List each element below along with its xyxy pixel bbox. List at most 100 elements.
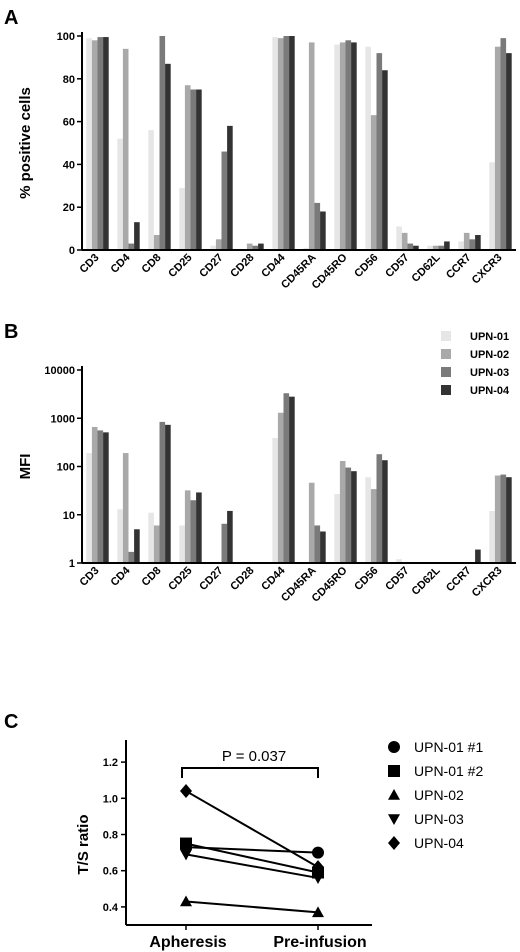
bar-a-CD3-UPN-04 [103,37,109,250]
category-label-CXCR3: CXCR3 [470,565,505,600]
legend-label-UPN-02: UPN-02 [414,787,464,803]
bar-b-CD45RA-UPN-04 [320,531,326,563]
point-UPN-04-Pre-infusion [312,860,324,875]
bar-b-CD3-UPN-01 [86,453,92,563]
point-UPN-03-Pre-infusion [312,873,324,884]
bar-b-CD56-UPN-02 [370,489,377,563]
legend-marker-UPN-04 [388,836,400,850]
bar-a-CD27-UPN-02 [215,239,222,250]
significance-bracket [181,767,319,778]
category-label-CD56: CD56 [352,252,380,280]
point-UPN-01 #2-Apheresis [180,837,192,850]
point-UPN-03-Apheresis [180,849,192,861]
legend-label-UPN-01 #2: UPN-01 #2 [414,763,483,779]
legend-marker-UPN-01 #2 [388,765,400,777]
category-label-CD8: CD8 [140,565,164,589]
bar-a-CD45RO-UPN-04 [351,42,357,250]
bar-b-CD3-UPN-02 [91,426,98,563]
y-tick-label-a-0: 0 [69,245,75,257]
legend-swatch-UPN-03 [441,367,451,377]
bar-a-CD45RA-UPN-01 [303,247,309,250]
bar-a-CXCR3-UPN-04 [506,53,512,251]
x-tick-label-Apheresis: Apheresis [149,934,226,951]
category-label-CD25: CD25 [166,565,194,593]
y-tick-label-b-1000: 1000 [51,413,75,425]
bar-a-CD56-UPN-01 [365,46,371,251]
legend-label-UPN-04: UPN-04 [414,835,464,851]
y-axis-label-b: MFI [17,454,34,480]
bar-a-CD28-UPN-04 [258,243,264,250]
bar-a-CXCR3-UPN-01 [489,162,495,250]
chart-c: 0.4 0.6 0.8 1.0 1.2 Apheresis Pre-infusion T/S … [75,739,483,951]
bar-b-CD44-UPN-03 [283,393,290,563]
bar-a-CD4-UPN-03 [128,243,135,250]
bar-b-CD25-UPN-04 [196,492,202,563]
bar-b-CD45RA-UPN-03 [314,525,321,563]
bar-a-CD28-UPN-02 [246,243,253,250]
category-label-CD8: CD8 [140,252,164,276]
bar-a-CD4-UPN-01 [117,138,123,250]
panel-label-c: C [4,711,18,733]
y-tick-label-c-1.2: 1.2 [103,757,118,769]
category-label-CD4: CD4 [109,564,134,589]
bar-b-CD25-UPN-01 [179,525,185,563]
bar-a-CD8-UPN-01 [148,130,154,250]
y-tick-label-c-0.4: 0.4 [103,902,119,914]
bar-b-CD45RO-UPN-02 [339,461,346,563]
bar-a-CD4-UPN-02 [122,48,129,251]
bar-b-CD45RO-UPN-03 [345,467,352,563]
bar-a-CD62L-UPN-01 [427,245,433,250]
bar-b-CD25-UPN-03 [190,500,197,563]
bar-a-CD57-UPN-03 [407,243,414,250]
category-label-CD57: CD57 [383,252,411,280]
legend-marker-UPN-02 [388,789,400,800]
bar-a-CD57-UPN-04 [413,245,419,250]
bar-b-CD56-UPN-04 [382,460,388,563]
bar-b-CD3-UPN-04 [103,432,109,563]
bar-b-CXCR3-UPN-04 [506,477,512,563]
category-label-CD62L: CD62L [409,251,442,284]
legend-marker-UPN-01 #1 [388,741,400,753]
category-label-CCR7: CCR7 [444,565,474,595]
bar-a-CD3-UPN-01 [86,38,92,250]
bar-b-CD8-UPN-04 [165,424,171,563]
y-axis-label-a: % positive cells [17,87,34,199]
bar-a-CCR7-UPN-01 [458,241,464,250]
bar-a-CXCR3-UPN-02 [494,46,501,251]
bar-a-CD62L-UPN-03 [438,245,445,250]
category-label-CXCR3: CXCR3 [470,252,505,287]
bar-a-CD27-UPN-01 [210,245,216,250]
legend-label-UPN-03: UPN-03 [470,367,509,379]
y-axis-label-c: T/S ratio [75,814,92,874]
bar-b-CD45RO-UPN-04 [351,471,357,563]
bar-a-CD56-UPN-03 [376,53,383,251]
legend-swatch-UPN-04 [441,385,451,395]
bar-b-CD56-UPN-01 [365,477,371,563]
category-label-CD62L: CD62L [409,564,442,597]
bar-a-CD3-UPN-02 [91,40,98,250]
bar-b-CD4-UPN-04 [134,529,140,563]
bar-a-CCR7-UPN-04 [475,235,481,250]
bar-a-CD57-UPN-02 [401,232,408,250]
bar-a-CD25-UPN-04 [196,89,202,250]
bar-a-CD27-UPN-03 [221,151,228,250]
bar-a-CD44-UPN-04 [289,36,295,250]
category-label-CD27: CD27 [197,565,225,593]
bar-b-CD56-UPN-03 [376,454,383,563]
bar-a-CD4-UPN-04 [134,222,140,250]
bar-a-CD62L-UPN-02 [432,245,439,250]
bar-a-CD8-UPN-03 [159,36,166,250]
panel-label-b: B [4,321,18,343]
legend-label-UPN-03: UPN-03 [414,811,464,827]
bar-a-CD25-UPN-03 [190,89,197,250]
bar-b-CD45RO-UPN-01 [334,493,340,563]
category-label-CD27: CD27 [197,252,225,280]
bar-a-CD45RA-UPN-02 [308,42,315,250]
legend-swatch-UPN-01 [441,331,451,341]
bar-a-CD28-UPN-03 [252,245,259,250]
point-UPN-02-Pre-infusion [312,906,324,918]
bar-b-CD8-UPN-01 [148,512,154,563]
bar-b-CD4-UPN-03 [128,551,135,563]
legend-swatch-UPN-02 [441,349,451,359]
